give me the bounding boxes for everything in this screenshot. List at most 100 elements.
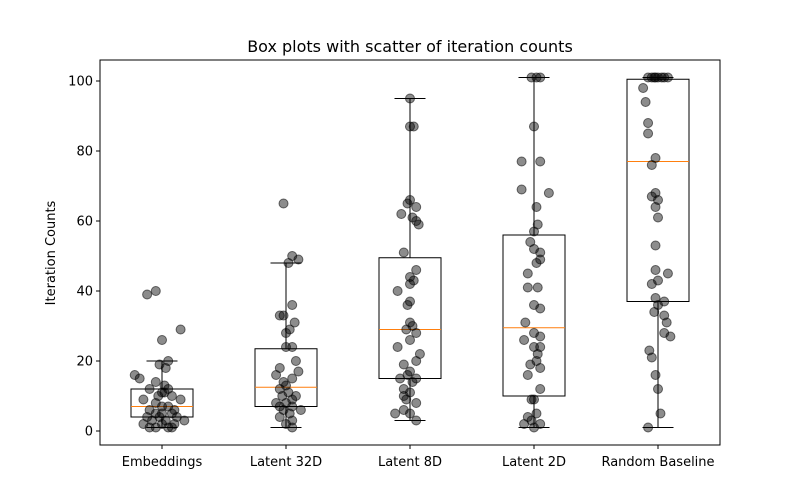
scatter-point	[535, 72, 546, 83]
scatter-point	[516, 184, 527, 195]
scatter-point	[166, 422, 177, 433]
scatter-point	[643, 422, 654, 433]
scatter-point	[650, 202, 661, 212]
scatter-point	[293, 254, 304, 265]
scatter-point	[522, 282, 533, 293]
scatter-point	[163, 422, 174, 433]
y-tick-label: 20	[76, 355, 93, 370]
scatter-point	[281, 342, 291, 352]
scatter-point	[529, 226, 539, 237]
y-tick-label: 80	[76, 145, 93, 160]
x-tick-label: Latent 32D	[250, 455, 322, 470]
scatter-point	[535, 303, 546, 314]
scatter-point	[293, 366, 304, 377]
plot-area: 0 20 40 60 80 100 Embeddings Latent 32D Latent 8…	[68, 59, 721, 470]
scatter-point	[535, 363, 546, 373]
scatter-point	[290, 391, 301, 401]
scatter-point	[408, 275, 419, 286]
scatter-point	[661, 317, 672, 328]
scatter-point	[535, 247, 546, 258]
y-axis-label: Iteration Counts	[44, 200, 59, 305]
scatter-point	[665, 331, 676, 342]
scatter-point	[646, 352, 657, 363]
scatter-point	[396, 209, 407, 219]
scatter-point	[655, 408, 666, 419]
scatter-point	[411, 373, 422, 384]
scatter-point	[283, 258, 294, 268]
scatter-point	[411, 415, 422, 426]
scatter-point	[529, 422, 539, 433]
scatter-point	[278, 310, 289, 321]
scatter-point	[401, 324, 412, 335]
scatter-point	[157, 335, 167, 345]
scatter-point	[159, 387, 170, 398]
scatter-point	[662, 72, 673, 83]
x-tick-label: Latent 2D	[502, 455, 566, 470]
scatter-point	[522, 268, 533, 279]
scatter-point	[274, 401, 285, 412]
scatter-point	[531, 408, 542, 419]
scatter-point	[287, 422, 298, 433]
scatter-point	[398, 359, 409, 370]
scatter-point	[278, 198, 289, 209]
scatter-point	[175, 324, 186, 335]
scatter-point	[290, 356, 301, 366]
scatter-point	[640, 97, 651, 107]
scatter-point	[408, 121, 419, 132]
scatter-point	[650, 72, 661, 83]
scatter-point	[289, 317, 300, 328]
scatter-point	[522, 370, 533, 380]
chart-title: Box plots with scatter of iteration coun…	[247, 37, 573, 56]
scatter-point	[411, 398, 422, 408]
scatter-point	[134, 373, 145, 384]
scatter-point	[144, 384, 155, 394]
scatter-point	[653, 212, 663, 223]
scatter-point	[407, 377, 418, 387]
x-tick-label: Embeddings	[122, 455, 203, 470]
scatter-point	[274, 412, 285, 422]
scatter-point	[295, 405, 306, 415]
scatter-point	[402, 300, 413, 310]
scatter-point	[405, 121, 415, 132]
scatter-point	[271, 370, 282, 380]
scatter-point	[526, 394, 537, 405]
x-tick-label: Random Baseline	[601, 455, 714, 470]
scatter-point	[543, 188, 554, 198]
scatter-point	[638, 83, 649, 93]
scatter-point	[405, 272, 415, 282]
scatter-point	[529, 121, 539, 132]
scatter-point	[398, 247, 409, 258]
y-tick-label: 60	[76, 215, 93, 230]
scatter-point	[411, 265, 422, 275]
scatter-point	[150, 377, 161, 387]
scatter-point	[650, 240, 661, 251]
scatter-point	[129, 370, 140, 380]
y-tick-label: 100	[68, 75, 93, 90]
scatter-point	[144, 422, 155, 433]
scatter-point	[535, 254, 546, 265]
scatter-point	[531, 202, 542, 212]
scatter-point	[281, 328, 291, 338]
scatter-point	[392, 342, 403, 352]
scatter-point	[405, 279, 415, 289]
scatter-point	[407, 212, 418, 223]
scatter-point	[646, 279, 657, 289]
scatter-point	[405, 93, 415, 104]
scatter-point	[643, 128, 654, 139]
scatter-point	[284, 324, 295, 335]
scatter-point	[531, 72, 542, 83]
scatter-point	[532, 282, 543, 293]
scatter-point	[395, 373, 406, 384]
scatter-point	[516, 156, 527, 167]
scatter-point	[520, 317, 531, 328]
scatter-point	[287, 373, 298, 384]
scatter-point	[535, 384, 546, 394]
scatter-point	[646, 160, 657, 170]
scatter-point	[157, 387, 167, 398]
scatter-point	[392, 286, 403, 296]
x-tick-label: Latent 8D	[378, 455, 442, 470]
scatter-point	[157, 401, 167, 412]
scatter-point	[142, 289, 153, 300]
scatter-point	[390, 408, 401, 419]
